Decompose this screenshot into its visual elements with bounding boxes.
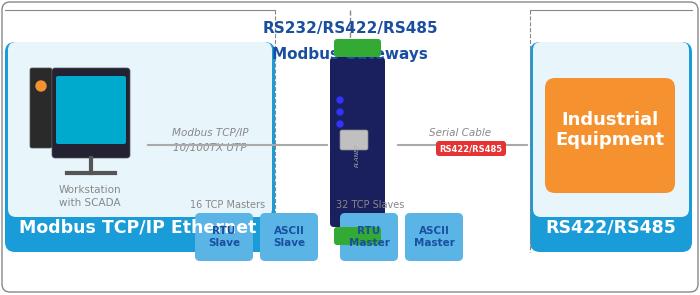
Text: RS422/RS485: RS422/RS485 — [545, 219, 676, 237]
Text: Equipment: Equipment — [555, 131, 664, 149]
Circle shape — [337, 121, 343, 127]
Text: 32 TCP Slaves: 32 TCP Slaves — [336, 200, 404, 210]
Text: 16 TCP Masters: 16 TCP Masters — [190, 200, 265, 210]
Text: with SCADA: with SCADA — [60, 198, 121, 208]
FancyBboxPatch shape — [530, 42, 692, 252]
FancyBboxPatch shape — [260, 213, 318, 261]
FancyBboxPatch shape — [545, 78, 675, 193]
FancyBboxPatch shape — [340, 213, 398, 261]
Text: Serial Cable: Serial Cable — [429, 128, 491, 138]
Circle shape — [337, 109, 343, 115]
FancyBboxPatch shape — [436, 141, 506, 156]
Text: PLANET: PLANET — [354, 143, 360, 167]
FancyBboxPatch shape — [195, 213, 253, 261]
FancyBboxPatch shape — [30, 68, 52, 148]
FancyBboxPatch shape — [5, 42, 275, 252]
Text: Modbus TCP/IP Ethernet: Modbus TCP/IP Ethernet — [20, 219, 257, 237]
Circle shape — [36, 81, 46, 91]
FancyBboxPatch shape — [334, 227, 381, 245]
Text: Modbus Gateways: Modbus Gateways — [272, 47, 428, 61]
Text: ASCII
Slave: ASCII Slave — [273, 226, 305, 248]
FancyBboxPatch shape — [8, 42, 272, 217]
Text: Workstation: Workstation — [59, 185, 121, 195]
Text: RTU
Master: RTU Master — [349, 226, 389, 248]
FancyBboxPatch shape — [330, 57, 385, 227]
Circle shape — [337, 97, 343, 103]
Text: RS422/RS485: RS422/RS485 — [440, 144, 503, 153]
FancyBboxPatch shape — [340, 130, 368, 150]
FancyBboxPatch shape — [334, 39, 381, 57]
FancyBboxPatch shape — [52, 68, 130, 158]
Text: RTU
Slave: RTU Slave — [208, 226, 240, 248]
Text: RS232/RS422/RS485: RS232/RS422/RS485 — [262, 20, 438, 35]
FancyBboxPatch shape — [405, 213, 463, 261]
Text: ASCII
Master: ASCII Master — [414, 226, 454, 248]
FancyBboxPatch shape — [56, 76, 126, 144]
Text: 10/100TX UTP: 10/100TX UTP — [173, 143, 247, 153]
FancyBboxPatch shape — [533, 42, 689, 217]
Text: Modbus TCP/IP: Modbus TCP/IP — [172, 128, 248, 138]
Text: Industrial: Industrial — [561, 111, 659, 129]
